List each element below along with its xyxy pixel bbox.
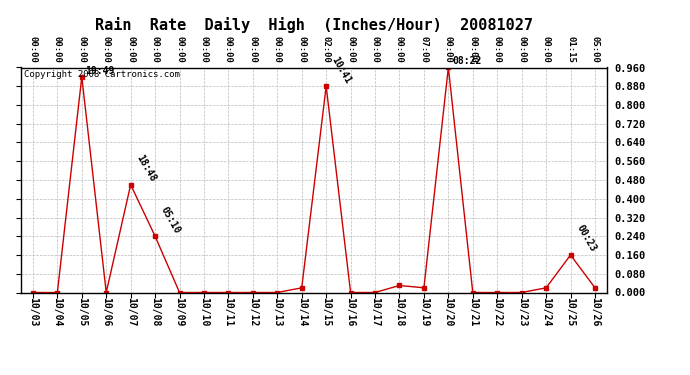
- Text: Copyright 2008 Cartronics.com: Copyright 2008 Cartronics.com: [23, 70, 179, 79]
- Text: 08:22: 08:22: [452, 56, 482, 66]
- Text: 10:41: 10:41: [330, 55, 353, 85]
- Text: 19:49: 19:49: [86, 66, 115, 76]
- Title: Rain  Rate  Daily  High  (Inches/Hour)  20081027: Rain Rate Daily High (Inches/Hour) 20081…: [95, 17, 533, 33]
- Text: 18:48: 18:48: [135, 153, 158, 183]
- Text: 05:10: 05:10: [159, 205, 182, 235]
- Text: 00:23: 00:23: [574, 224, 598, 254]
